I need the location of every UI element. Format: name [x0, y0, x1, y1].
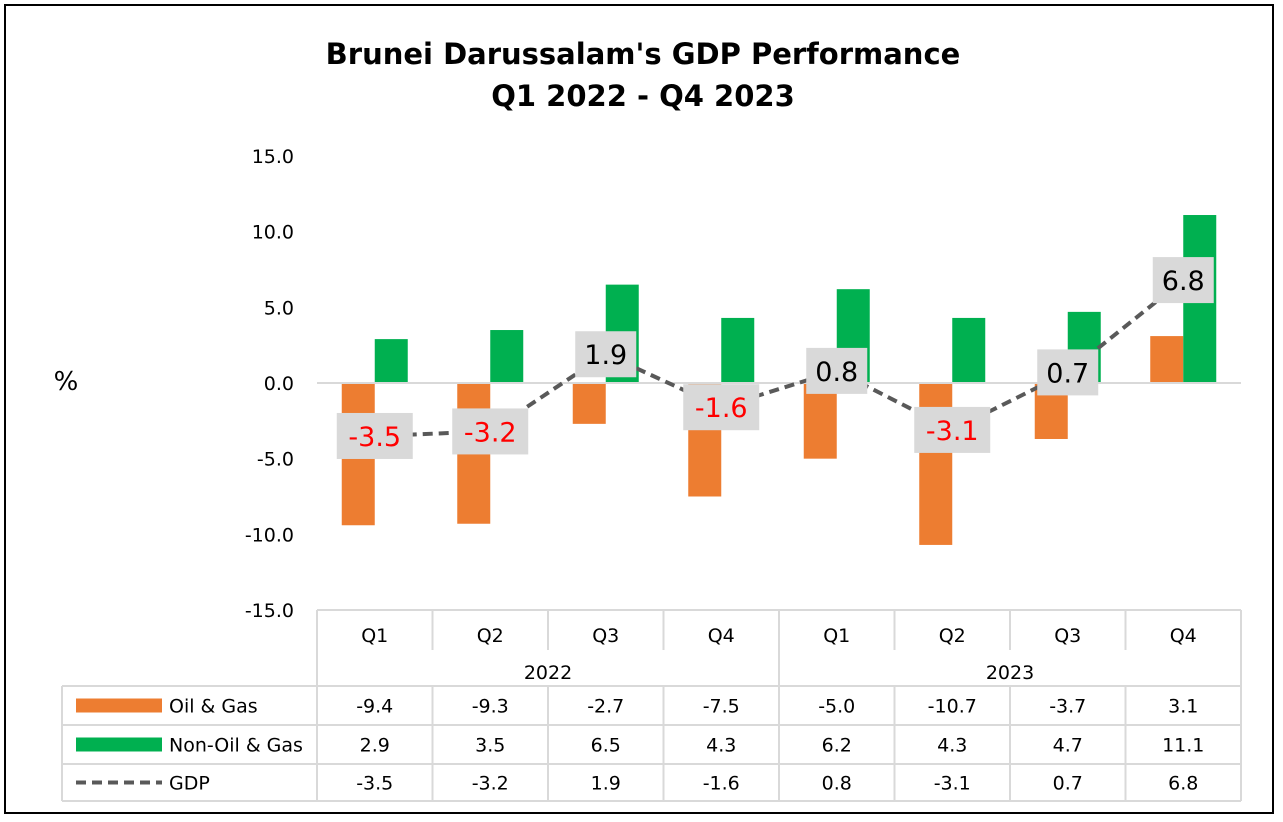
category-label: Q3: [1054, 625, 1081, 647]
category-label: Q4: [708, 625, 735, 647]
y-tick-label: -10.0: [245, 524, 294, 546]
chart-frame: Brunei Darussalam's GDP Performance Q1 2…: [4, 4, 1274, 814]
gdp-data-label-box: [575, 331, 637, 378]
gdp-data-label: -1.6: [695, 393, 748, 424]
table-cell: 4.3: [937, 735, 967, 757]
bar-oil-gas: [572, 383, 606, 424]
gdp-data-label: 1.9: [584, 340, 627, 371]
table-cell: -5.0: [818, 696, 855, 718]
gdp-data-label: -3.5: [348, 422, 401, 453]
table-cell: -3.5: [356, 773, 393, 795]
table-cell: -7.5: [703, 696, 740, 718]
gdp-data-label: 6.8: [1162, 266, 1205, 297]
legend-key-non-oil-gas: [76, 737, 162, 752]
y-tick-label: 5.0: [264, 297, 294, 319]
table-cell: -9.3: [472, 696, 509, 718]
table-cell: 1.9: [591, 773, 621, 795]
table-cell: 6.8: [1168, 773, 1198, 795]
bar-non-oil-gas: [721, 317, 755, 383]
table-cell: -3.7: [1049, 696, 1086, 718]
chart-canvas: Brunei Darussalam's GDP Performance Q1 2…: [54, 37, 1242, 802]
category-label: Q4: [1170, 625, 1197, 647]
category-label: Q1: [823, 625, 850, 647]
gdp-data-label-box: [1037, 349, 1099, 396]
legend-key-oil-gas: [76, 698, 162, 713]
table-cell: -3.2: [472, 773, 509, 795]
gdp-data-label-box: [1152, 257, 1214, 304]
chart-title: Brunei Darussalam's GDP Performance: [326, 37, 961, 71]
gdp-data-label-box: [806, 347, 868, 394]
table-cell: 11.1: [1162, 735, 1204, 757]
category-label: Q1: [361, 625, 388, 647]
table-cell: 3.1: [1168, 696, 1198, 718]
y-tick-label: -5.0: [257, 449, 294, 471]
category-label: Q2: [477, 625, 504, 647]
y-tick-label: 15.0: [252, 146, 294, 168]
gdp-data-label: 0.8: [815, 357, 858, 388]
legend-label: Non-Oil & Gas: [169, 735, 303, 757]
chart-subtitle: Q1 2022 - Q4 2023: [491, 79, 795, 113]
bar-non-oil-gas: [952, 317, 986, 383]
table-cell: 4.7: [1053, 735, 1083, 757]
gdp-data-label-box: [683, 384, 760, 431]
table-cell: -1.6: [703, 773, 740, 795]
bar-oil-gas: [1150, 336, 1184, 383]
gdp-data-label: -3.2: [464, 417, 517, 448]
table-cell: -3.1: [934, 773, 971, 795]
bar-non-oil-gas: [374, 339, 408, 383]
table-cell: 4.3: [706, 735, 736, 757]
legend-label: GDP: [169, 773, 210, 795]
bar-non-oil-gas: [490, 330, 524, 383]
category-label: Q2: [939, 625, 966, 647]
table-cell: 0.8: [822, 773, 852, 795]
table-cell: 6.5: [591, 735, 621, 757]
gdp-data-label-box: [336, 412, 413, 459]
gdp-data-label-box: [452, 408, 529, 455]
table-cell: 3.5: [475, 735, 505, 757]
year-group-label: 2023: [986, 662, 1034, 684]
table-cell: -10.7: [928, 696, 977, 718]
y-tick-label: 0.0: [264, 373, 294, 395]
table-cell: -9.4: [356, 696, 393, 718]
table-cell: 0.7: [1053, 773, 1083, 795]
table-cell: -2.7: [587, 696, 624, 718]
y-tick-label: -15.0: [245, 600, 294, 622]
bar-oil-gas: [803, 383, 837, 459]
gdp-data-label-box: [914, 406, 991, 453]
legend-label: Oil & Gas: [169, 696, 258, 718]
y-tick-label: 10.0: [252, 222, 294, 244]
y-axis-label: %: [54, 367, 79, 397]
category-label: Q3: [592, 625, 619, 647]
table-cell: 6.2: [822, 735, 852, 757]
year-group-label: 2022: [524, 662, 572, 684]
gdp-data-label: 0.7: [1046, 358, 1089, 389]
gdp-data-label: -3.1: [926, 416, 979, 447]
table-cell: 2.9: [360, 735, 390, 757]
